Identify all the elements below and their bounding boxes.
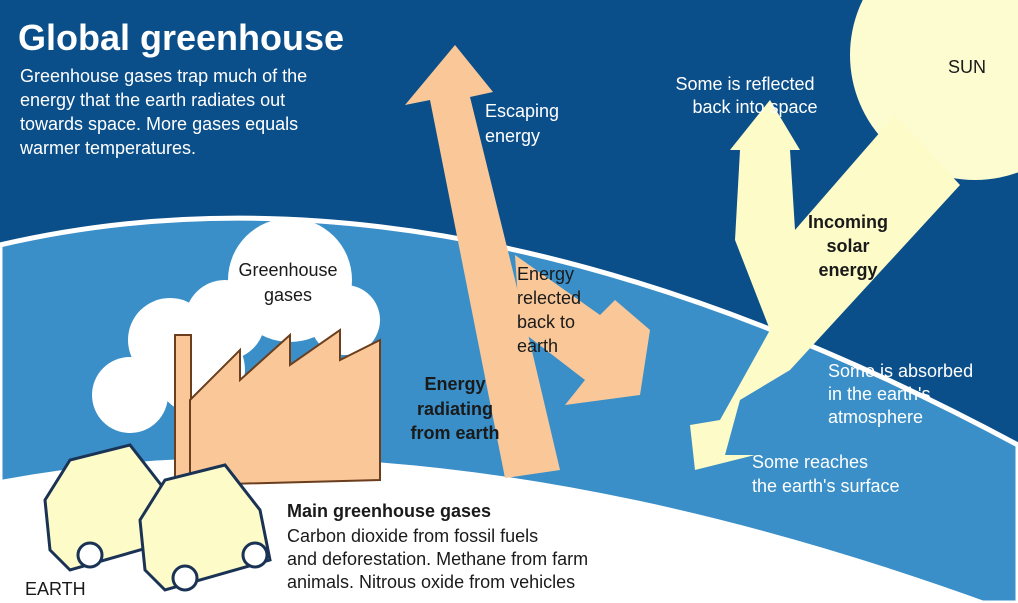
cloud-label: Greenhouse xyxy=(238,260,337,280)
gases-line: and deforestation. Methane from farm xyxy=(287,549,588,569)
title: Global greenhouse xyxy=(18,17,344,58)
sun-label: SUN xyxy=(948,57,986,77)
reflected-earth-label: back to xyxy=(517,312,575,332)
intro-line: energy that the earth radiates out xyxy=(20,90,285,110)
intro-line: towards space. More gases equals xyxy=(20,114,298,134)
incoming-label: Incoming xyxy=(808,212,888,232)
gases-line: Carbon dioxide from fossil fuels xyxy=(287,526,538,546)
intro-line: Greenhouse gases trap much of the xyxy=(20,66,307,86)
reflected-space-label: back into space xyxy=(692,97,817,117)
radiating-label: Energy xyxy=(424,374,485,394)
absorbed-label: Some is absorbed xyxy=(828,361,973,381)
escaping-label: energy xyxy=(485,126,540,146)
escaping-arrow xyxy=(405,45,560,478)
absorbed-label: atmosphere xyxy=(828,407,923,427)
intro-line: warmer temperatures. xyxy=(19,138,196,158)
gases-heading: Main greenhouse gases xyxy=(287,501,491,521)
reflected-space-label: Some is reflected xyxy=(675,74,814,94)
radiating-label: radiating xyxy=(417,399,493,419)
reflected-arrow xyxy=(515,255,650,405)
gases-line: animals. Nitrous oxide from vehicles xyxy=(287,572,575,592)
cloud-label: gases xyxy=(264,285,312,305)
escaping-label: Escaping xyxy=(485,101,559,121)
absorbed-label: in the earth's xyxy=(828,384,931,404)
incoming-label: energy xyxy=(818,260,877,280)
cars xyxy=(43,443,272,592)
reflected-earth-label: Energy xyxy=(517,264,574,284)
incoming-label: solar xyxy=(826,236,869,256)
radiating-label: from earth xyxy=(410,423,499,443)
earth-label: EARTH xyxy=(25,579,86,599)
reaches-label: Some reaches xyxy=(752,452,868,472)
reflected-earth-label: earth xyxy=(517,336,558,356)
reaches-label: the earth's surface xyxy=(752,476,900,496)
reflected-earth-label: relected xyxy=(517,288,581,308)
solar-arrow xyxy=(690,100,960,470)
